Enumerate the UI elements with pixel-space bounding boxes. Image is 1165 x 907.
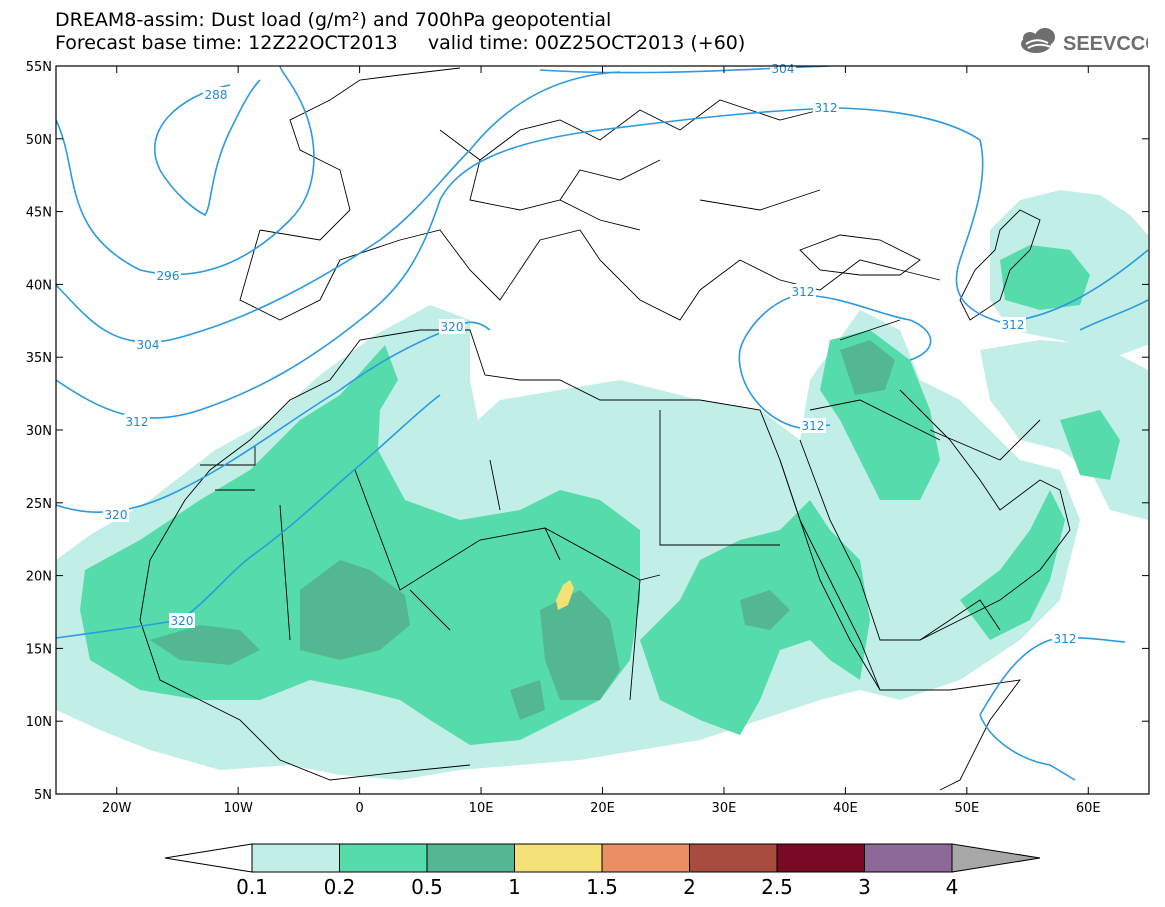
lon-tick-label: 60E (1076, 801, 1101, 816)
lat-tick-label: 15N (26, 642, 52, 657)
contour-label: 304 (137, 338, 160, 352)
lat-tick-label: 35N (26, 351, 52, 366)
lon-tick-label: 10E (469, 801, 494, 816)
map-title-line1: DREAM8-assim: Dust load (g/m²) and 700hP… (55, 9, 612, 31)
colorbar-label: 0.5 (411, 875, 443, 899)
colorbar: 0.1 0.2 0.5 1 1.5 2 2.5 3 4 (164, 843, 1041, 899)
contour-label: 304 (772, 62, 795, 76)
dust-mid-iran (1060, 410, 1120, 480)
coast-arabia (799, 389, 1071, 641)
dust-dark-areas (150, 340, 895, 720)
lon-tick-label: 0 (355, 801, 363, 816)
lat-tick-label: 10N (26, 715, 52, 730)
borders-sahara (200, 410, 780, 701)
lon-tick-label: 10W (223, 801, 253, 816)
colorbar-low-arrow (164, 843, 253, 873)
colorbar-box (251, 843, 340, 873)
contour-296 (56, 66, 315, 276)
contour-label: 320 (105, 508, 128, 522)
contour-label: 296 (157, 269, 180, 283)
lon-tick-label: 20W (102, 801, 132, 816)
contour-label: 312 (126, 415, 149, 429)
contour-304-north (539, 66, 831, 74)
cloud-logo-icon (1021, 28, 1055, 53)
axis-ticks: 55N 50N 45N 40N 35N 30N 25N 20N 15N 10N 5N 20W 10W 0 1… (26, 60, 1149, 816)
contour-312-main (56, 107, 1149, 419)
dust-dark-sudan (740, 590, 790, 630)
dust-mid-arabia-south (960, 490, 1065, 640)
dust-map: 288 296 304 312 320 320 320 304 312 312 … (26, 60, 1150, 816)
colorbar-box (601, 843, 690, 873)
contour-label: 312 (792, 285, 815, 299)
contour-label: 320 (171, 614, 194, 628)
borders-middle-east (809, 319, 1041, 641)
colorbar-label: 0.1 (236, 875, 268, 899)
contour-labels: 288 296 304 312 320 320 320 304 312 312 … (103, 61, 1078, 646)
colorbar-box (689, 843, 778, 873)
dust-dark-iraq (840, 340, 895, 395)
lat-tick-label: 45N (26, 206, 52, 221)
contour-label: 312 (1002, 318, 1025, 332)
coast-red-sea (779, 459, 881, 691)
colorbar-box (514, 843, 603, 873)
coast-caspian (959, 209, 1041, 321)
colorbar-labels: 0.1 0.2 0.5 1 1.5 2 2.5 3 4 (236, 875, 958, 899)
dust-mid-caspian (1000, 245, 1090, 310)
colorbar-label: 0.2 (324, 875, 356, 899)
dust-dark-mali (300, 560, 410, 660)
contour-label: 312 (802, 419, 825, 433)
logo-text: SEEVCCC (1063, 33, 1148, 55)
contour-312-levant (738, 294, 1149, 429)
lat-tick-label: 40N (26, 278, 52, 293)
colorbar-label: 2.5 (761, 875, 793, 899)
borders-europe (439, 99, 821, 231)
lon-tick-label: 30E (712, 801, 737, 816)
colorbar-label: 4 (946, 875, 959, 899)
colorbar-label: 1.5 (586, 875, 618, 899)
colorbar-boxes (251, 843, 953, 873)
lat-tick-label: 5N (34, 788, 52, 803)
lat-tick-label: 30N (26, 424, 52, 439)
contour-304-west (56, 71, 621, 343)
lon-tick-label: 50E (954, 801, 979, 816)
lon-tick-label: 40E (833, 801, 858, 816)
contour-288 (154, 79, 261, 217)
colorbar-box (776, 843, 865, 873)
colorbar-label: 3 (858, 875, 871, 899)
dust-dark-senegal (150, 625, 260, 665)
contour-label: 288 (205, 88, 228, 102)
dust-dark-chad (540, 590, 620, 700)
coast-black-sea (799, 234, 921, 276)
colorbar-box (426, 843, 515, 873)
colorbar-label: 1 (508, 875, 521, 899)
lat-tick-label: 20N (26, 570, 52, 585)
coast-africa (139, 329, 1022, 791)
colorbar-high-arrow (951, 843, 1041, 873)
contour-312-south (979, 637, 1126, 781)
coast-west-africa-south (139, 619, 471, 781)
lat-tick-label: 55N (26, 60, 52, 75)
dust-dark-nigeria (510, 680, 545, 720)
colorbar-box (339, 843, 428, 873)
contour-label: 312 (815, 101, 838, 115)
map-title-line2: Forecast base time: 12Z22OCT2013 valid t… (55, 32, 746, 54)
seevccc-logo: SEEVCCC (1021, 28, 1148, 55)
lat-tick-label: 50N (26, 133, 52, 148)
dust-max-spot (556, 580, 574, 610)
contour-label: 312 (1054, 632, 1077, 646)
lon-tick-label: 20E (590, 801, 615, 816)
colorbar-box (864, 843, 953, 873)
coastlines (139, 67, 1071, 791)
dust-field (56, 190, 1148, 780)
colorbar-label: 2 (683, 875, 696, 899)
lat-tick-label: 25N (26, 497, 52, 512)
contour-label: 320 (441, 320, 464, 334)
